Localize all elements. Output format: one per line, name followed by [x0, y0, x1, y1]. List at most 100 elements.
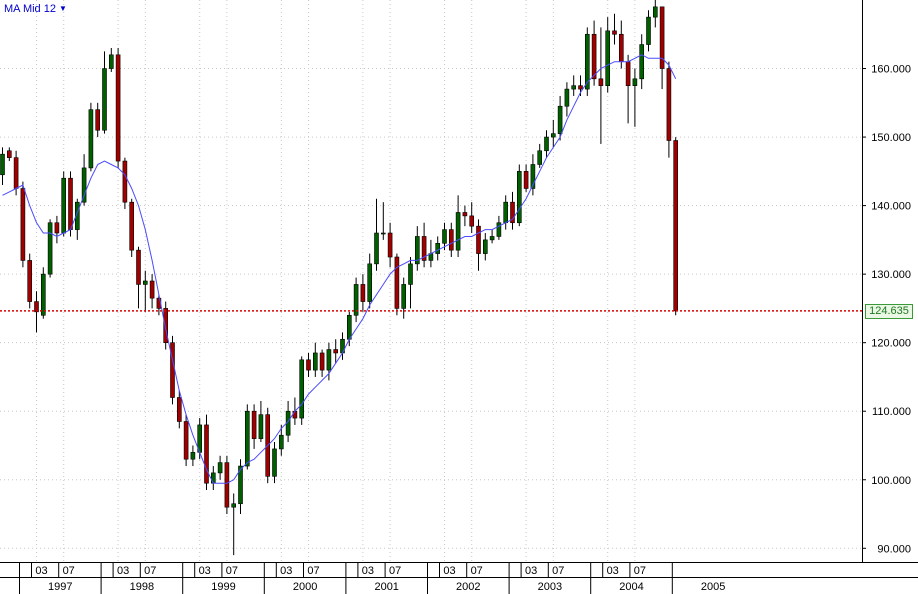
candle-body — [666, 68, 672, 141]
candle-body — [353, 284, 359, 316]
candle-body — [129, 201, 134, 251]
candle-body — [190, 452, 196, 460]
candle-body — [421, 236, 427, 261]
year-label: 2000 — [293, 581, 317, 593]
candle-body — [557, 105, 563, 134]
candle-body — [40, 273, 46, 316]
current-price-tag: 124.635 — [865, 303, 913, 319]
candle-body — [374, 232, 379, 265]
candle-body — [360, 284, 366, 302]
candle-body — [54, 222, 60, 234]
candle-body — [530, 164, 536, 189]
candle-body — [102, 68, 107, 131]
candle-body — [673, 140, 679, 312]
candle-body — [489, 236, 495, 241]
candle-body — [578, 85, 583, 90]
year-label: 2001 — [374, 581, 398, 593]
ma-line — [2, 54, 677, 484]
year-label: 1997 — [48, 581, 72, 593]
candle-body — [333, 349, 339, 354]
candle-body — [47, 222, 53, 275]
candle-body — [442, 229, 447, 244]
candle-body — [550, 133, 556, 138]
candle-body — [537, 150, 543, 165]
month-label: 07 — [389, 565, 401, 577]
month-label: 07 — [471, 565, 483, 577]
y-tick-label: 140.000 — [871, 201, 911, 213]
candle-body — [136, 249, 141, 285]
candle-body — [115, 54, 121, 162]
candle-body — [503, 201, 509, 224]
candle-body — [88, 109, 94, 169]
candle-body — [448, 229, 454, 251]
candle-body — [34, 301, 39, 313]
y-tick-label: 160.000 — [871, 64, 911, 76]
month-label: 03 — [35, 565, 47, 577]
candle-body — [122, 160, 128, 203]
candle-body — [245, 410, 250, 467]
month-label: 07 — [226, 565, 238, 577]
candle-body — [632, 78, 638, 86]
candle-body — [292, 410, 298, 419]
candle-body — [584, 33, 590, 90]
candle-body — [435, 243, 441, 254]
year-label: 1999 — [211, 581, 235, 593]
candle-body — [238, 465, 243, 505]
candle-body — [476, 225, 481, 254]
y-tick-label: 110.000 — [872, 406, 911, 418]
ma-indicator-label: MA Mid 12 — [4, 3, 56, 15]
candle-body — [27, 260, 33, 302]
candle-body — [652, 6, 658, 18]
candle-body — [170, 342, 175, 398]
year-label: 2004 — [619, 581, 643, 593]
candle-body — [462, 212, 468, 217]
year-label: 2003 — [538, 581, 562, 593]
candle-body — [149, 280, 155, 299]
candle-body — [217, 462, 223, 474]
candle-body — [496, 222, 502, 237]
candle-body — [272, 448, 277, 477]
candle-body — [81, 167, 87, 203]
month-label: 07 — [144, 565, 156, 577]
candle-body — [469, 215, 475, 227]
candle-body — [143, 280, 148, 285]
month-label: 03 — [362, 565, 374, 577]
month-label: 07 — [634, 565, 646, 577]
candle-body — [591, 33, 597, 80]
candle-body — [571, 85, 577, 90]
ma-indicator-dropdown[interactable]: MA Mid 12 ▼ — [4, 3, 67, 15]
candle-body — [387, 232, 393, 258]
candle-body — [7, 150, 12, 158]
candle-body — [618, 33, 624, 62]
month-label: 03 — [525, 565, 537, 577]
candle-body — [367, 263, 373, 302]
month-label: 07 — [552, 565, 564, 577]
candle-body — [75, 201, 80, 230]
candle-body — [177, 397, 182, 422]
candle-body — [482, 239, 488, 254]
year-label: 2005 — [701, 581, 725, 593]
candle-body — [95, 109, 100, 131]
triangle-down-icon: ▼ — [58, 4, 67, 13]
candle-body — [659, 6, 665, 69]
candle-body — [312, 352, 318, 371]
y-tick-label: 100.000 — [871, 475, 911, 487]
candle-body — [319, 352, 325, 371]
year-label: 2002 — [456, 581, 480, 593]
candle-body — [211, 472, 216, 484]
candle-body — [564, 88, 570, 107]
candle-body — [380, 232, 386, 235]
y-tick-label: 120.000 — [871, 338, 911, 350]
month-label: 03 — [607, 565, 619, 577]
candle-body — [394, 256, 400, 309]
candle-body — [231, 503, 236, 508]
candle-body — [612, 30, 617, 35]
candle-body — [516, 171, 522, 224]
month-label: 03 — [443, 565, 455, 577]
candle-body — [401, 284, 407, 309]
candle-body — [523, 171, 529, 189]
candle-body — [204, 424, 209, 484]
y-tick-label: 130.000 — [871, 269, 911, 281]
candle-body — [183, 421, 189, 460]
candle-body — [346, 314, 352, 340]
